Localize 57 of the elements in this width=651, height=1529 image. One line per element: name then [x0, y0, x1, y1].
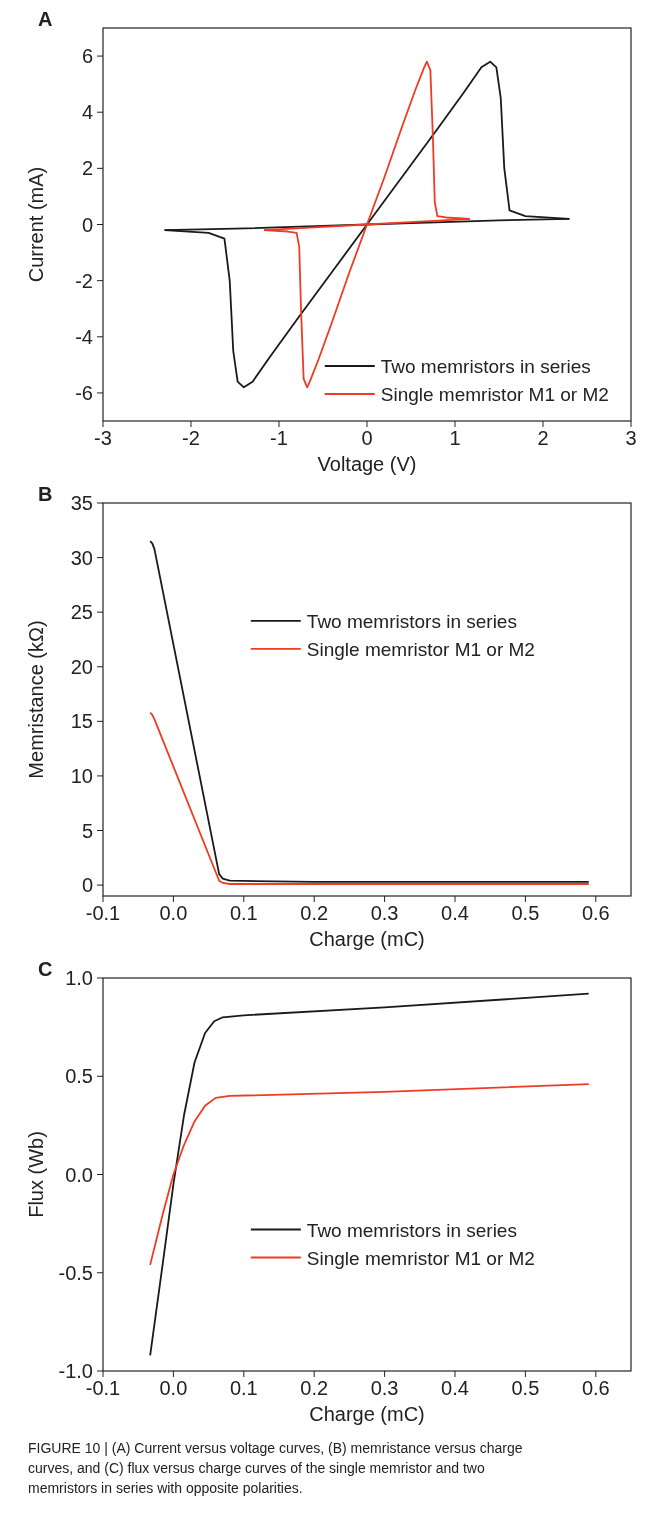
x-tick-label: 0.4 [441, 1377, 469, 1399]
x-tick-label: 0.0 [159, 902, 188, 924]
x-axis-title: Charge (mC) [309, 928, 425, 950]
legend-label: Single memristor M1 or M2 [306, 1247, 535, 1269]
x-tick-label: 0.3 [370, 1377, 399, 1399]
x-tick-label: 0.2 [300, 902, 329, 924]
y-tick-label: 0 [81, 213, 93, 236]
chart-title: B [38, 483, 53, 505]
y-tick-label: 25 [70, 601, 93, 624]
x-tick-label: 0.6 [581, 1377, 610, 1399]
x-tick-label: 0.3 [370, 902, 399, 924]
chart-title: A [38, 8, 53, 30]
x-axis-title: Voltage (V) [317, 453, 417, 475]
y-tick-label: 10 [70, 764, 93, 787]
x-tick-label: 3 [625, 427, 637, 449]
x-tick-label: -0.1 [85, 902, 121, 924]
x-tick-label: -2 [182, 427, 200, 449]
legend-label: Single memristor M1 or M2 [306, 638, 535, 660]
y-tick-label: -2 [75, 269, 93, 292]
legend-label: Two memristors in series [306, 1219, 517, 1241]
x-tick-label: 0.1 [229, 1377, 258, 1399]
legend-label: Two memristors in series [380, 355, 591, 377]
x-tick-label: 2 [537, 427, 549, 449]
x-axis-title: Charge (mC) [309, 1403, 425, 1425]
x-tick-label: 0.6 [581, 902, 610, 924]
x-tick-label: 0.5 [511, 1377, 540, 1399]
y-tick-label: 4 [81, 101, 93, 124]
y-tick-label: 6 [81, 45, 93, 68]
y-axis-title: Memristance (kΩ) [25, 620, 47, 779]
x-tick-label: 0.4 [441, 902, 469, 924]
x-tick-label: 0.5 [511, 902, 540, 924]
y-tick-label: 0 [81, 874, 93, 897]
y-tick-label: 5 [81, 819, 93, 842]
y-tick-label: 35 [70, 492, 93, 514]
y-tick-label: 0.0 [65, 1163, 93, 1186]
y-axis-title: Flux (Wb) [25, 1131, 47, 1218]
y-tick-label: -4 [75, 325, 93, 348]
legend-label: Two memristors in series [306, 610, 517, 632]
x-tick-label: 1 [449, 427, 461, 449]
x-tick-label: 0.1 [229, 902, 258, 924]
y-tick-label: 2 [81, 157, 93, 180]
x-tick-label: -1 [270, 427, 288, 449]
x-tick-label: 0.0 [159, 1377, 188, 1399]
y-tick-label: 1.0 [65, 967, 93, 989]
caption: FIGURE 10 | (A) Current versus voltage curves, (B) memristance versus charge curves, and (C) flux versus charge curves of the single memristor and two memristors in series with opposite polarities. [28, 1440, 523, 1496]
legend-label: Single memristor M1 or M2 [380, 383, 609, 405]
y-tick-label: -6 [75, 381, 93, 404]
y-tick-label: 0.5 [65, 1065, 93, 1088]
x-tick-label: 0.2 [300, 1377, 329, 1399]
y-axis-title: Current (mA) [25, 166, 47, 283]
chart-title: C [38, 958, 53, 980]
y-tick-label: 30 [70, 546, 93, 569]
y-tick-label: 20 [70, 655, 93, 678]
y-tick-label: 15 [70, 710, 93, 733]
x-tick-label: 0 [361, 427, 373, 449]
y-tick-label: -0.5 [58, 1261, 93, 1284]
x-tick-label: -3 [94, 427, 112, 449]
